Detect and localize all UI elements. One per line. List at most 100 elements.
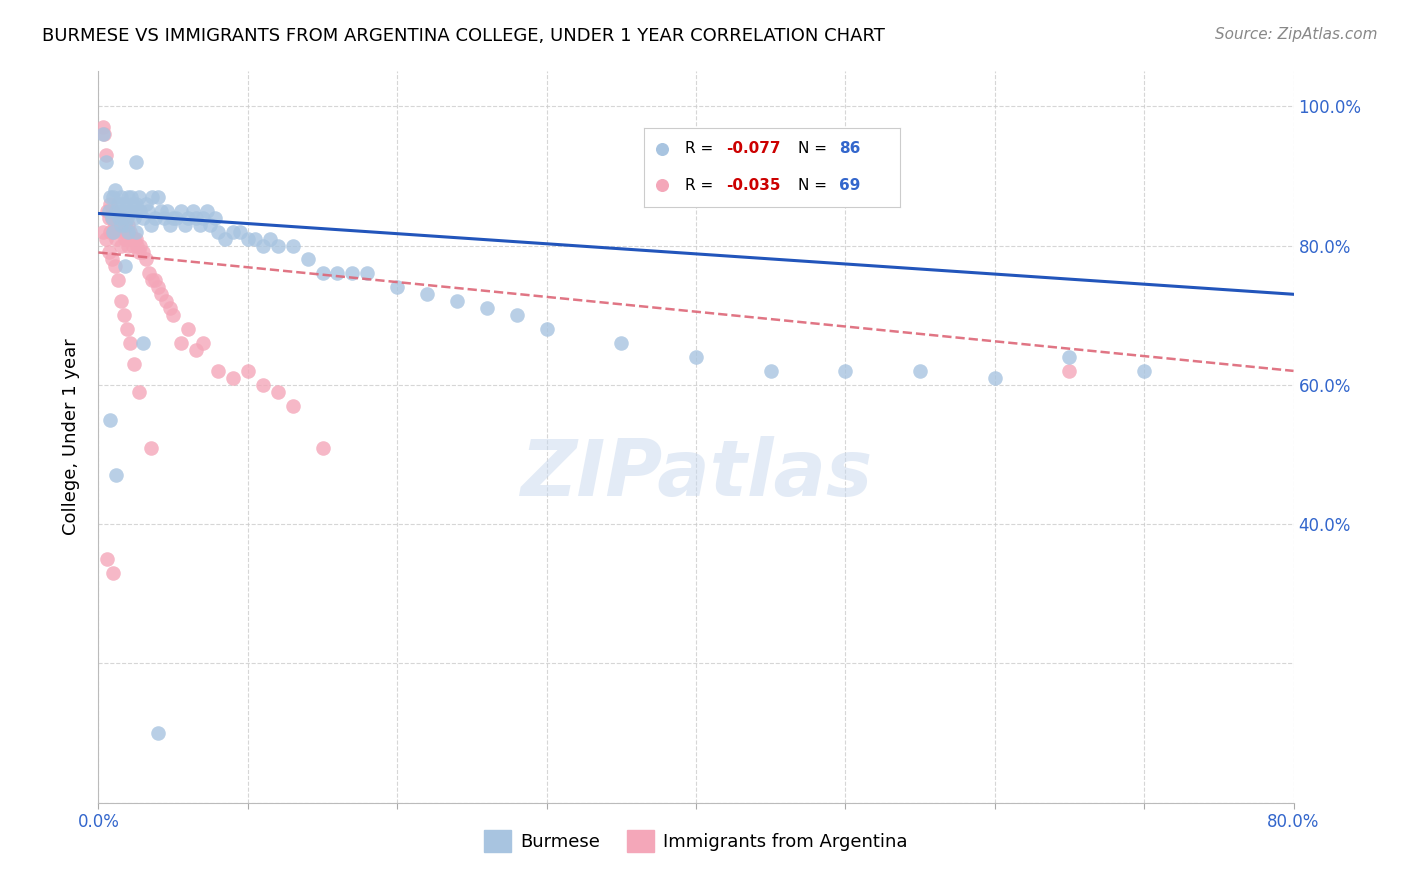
Point [94, 148, 117, 162]
Point [94, 155, 117, 169]
Text: -0.077: -0.077 [727, 142, 780, 156]
Point [200, 218, 222, 232]
Point [222, 371, 245, 385]
Text: BURMESE VS IMMIGRANTS FROM ARGENTINA COLLEGE, UNDER 1 YEAR CORRELATION CHART: BURMESE VS IMMIGRANTS FROM ARGENTINA COL… [42, 27, 884, 45]
Point [162, 308, 184, 322]
Point [108, 218, 131, 232]
Point [506, 308, 529, 322]
Point [135, 252, 157, 267]
Point [97, 211, 120, 225]
Point [93, 127, 115, 141]
Point [204, 211, 226, 225]
Point [110, 294, 132, 309]
Point [207, 225, 229, 239]
Point [138, 266, 160, 280]
Point [385, 280, 409, 294]
Point [610, 336, 633, 351]
Point [110, 238, 132, 252]
Point [97, 245, 120, 260]
Point [112, 308, 135, 322]
Point [98, 190, 122, 204]
Point [98, 225, 122, 239]
Point [207, 364, 229, 378]
Point [101, 252, 124, 267]
Point [651, 178, 673, 193]
Text: 86: 86 [839, 142, 860, 156]
Point [110, 218, 132, 232]
Y-axis label: College, Under 1 year: College, Under 1 year [62, 339, 80, 535]
Point [148, 280, 170, 294]
Point [125, 225, 148, 239]
Point [153, 211, 176, 225]
Point [229, 225, 252, 239]
Point [128, 245, 150, 260]
Point [281, 399, 304, 413]
Point [759, 364, 782, 378]
Point [155, 294, 177, 309]
Point [169, 203, 191, 218]
Point [114, 218, 136, 232]
Point [165, 211, 187, 225]
Point [118, 203, 141, 218]
Point [127, 238, 149, 252]
Point [236, 364, 259, 378]
Point [159, 218, 181, 232]
Point [214, 231, 236, 245]
Point [129, 203, 152, 218]
Point [104, 260, 127, 274]
Point [267, 238, 290, 252]
Point [139, 218, 162, 232]
Point [118, 336, 141, 351]
Point [111, 196, 134, 211]
Point [129, 238, 152, 252]
Point [132, 336, 155, 351]
Point [651, 142, 673, 156]
Point [121, 196, 143, 211]
Point [143, 273, 166, 287]
Point [105, 231, 128, 245]
Point [259, 231, 281, 245]
Point [156, 203, 179, 218]
Point [326, 266, 349, 280]
Point [114, 231, 136, 245]
Point [128, 190, 150, 204]
Point [91, 225, 114, 239]
Point [245, 231, 267, 245]
Point [120, 231, 142, 245]
Point [127, 203, 149, 218]
Point [96, 203, 118, 218]
Point [105, 211, 128, 225]
Point [984, 371, 1007, 385]
Point [446, 294, 468, 309]
Point [103, 225, 125, 239]
Point [94, 231, 117, 245]
Legend: Burmese, Immigrants from Argentina: Burmese, Immigrants from Argentina [477, 823, 915, 860]
Text: R =: R = [685, 178, 718, 193]
Point [103, 225, 125, 239]
Point [103, 566, 125, 580]
Point [311, 266, 333, 280]
Point [475, 301, 498, 316]
Point [685, 350, 707, 364]
Point [103, 203, 125, 218]
Point [108, 211, 131, 225]
Point [252, 377, 274, 392]
Point [184, 211, 207, 225]
Point [117, 238, 139, 252]
Point [162, 211, 184, 225]
Point [148, 190, 170, 204]
Point [111, 218, 134, 232]
Point [117, 190, 139, 204]
Point [416, 287, 439, 301]
Point [115, 211, 138, 225]
Point [117, 225, 139, 239]
Point [101, 211, 124, 225]
Text: R =: R = [685, 142, 718, 156]
Point [159, 301, 181, 316]
Point [342, 266, 364, 280]
Point [132, 211, 155, 225]
Point [191, 211, 214, 225]
Point [181, 203, 204, 218]
Point [104, 183, 127, 197]
Point [191, 336, 214, 351]
